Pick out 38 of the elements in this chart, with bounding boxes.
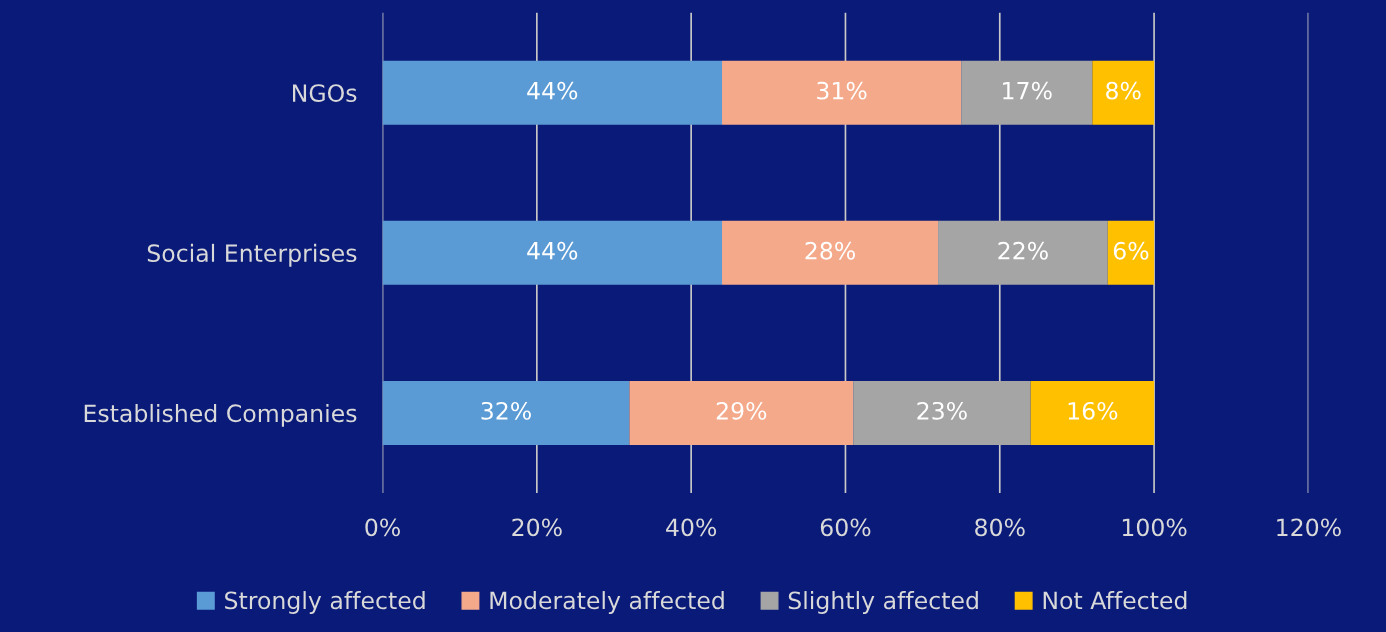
bar	[382, 380, 630, 445]
data-label: 22%	[998, 241, 1048, 260]
bar	[1030, 380, 1155, 445]
x-tick-label: 0%	[365, 518, 400, 537]
legend-label: Not Affected	[1043, 591, 1187, 610]
legend-label: Slightly affected	[788, 591, 978, 614]
data-label: 16%	[1068, 401, 1118, 420]
bar	[961, 60, 1093, 125]
data-label: 6%	[1113, 241, 1149, 260]
y-tick-label: Established Companies	[84, 403, 357, 427]
data-label: 32%	[481, 401, 531, 420]
bar	[1092, 60, 1155, 125]
legend-label: Strongly affected	[225, 591, 425, 614]
x-tick-label: 60%	[820, 518, 871, 537]
x-tick-label: 20%	[512, 518, 562, 537]
bar	[938, 220, 1108, 285]
bar	[853, 380, 1031, 445]
data-label: 17%	[1003, 81, 1052, 100]
data-label: 8%	[1106, 81, 1141, 100]
x-tick-label: 80%	[975, 518, 1025, 537]
bar	[382, 220, 723, 285]
y-tick-label: Social Enterprises	[147, 243, 357, 267]
x-tick-label: 40%	[666, 518, 717, 537]
legend-label: Moderately affected	[490, 591, 724, 614]
data-label: 23%	[917, 401, 967, 420]
bar	[629, 380, 854, 445]
bar	[722, 60, 962, 125]
data-label: 44%	[527, 241, 578, 260]
y-tick-label: NGOs	[293, 84, 357, 102]
bar	[722, 220, 939, 285]
bar	[1107, 220, 1155, 285]
x-tick-label: 120%	[1277, 518, 1341, 537]
data-label: 29%	[716, 401, 767, 420]
bar	[382, 60, 723, 125]
x-tick-label: 100%	[1122, 518, 1187, 537]
data-label: 31%	[817, 81, 867, 100]
data-label: 28%	[805, 241, 855, 260]
data-label: 44%	[527, 81, 578, 100]
